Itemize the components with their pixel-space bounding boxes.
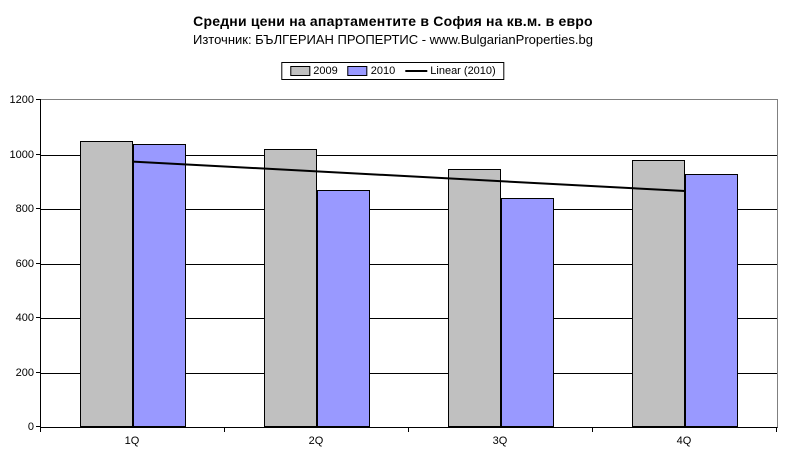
y-tick — [36, 263, 41, 264]
bar-2010-4Q — [685, 174, 738, 427]
x-tick — [40, 427, 41, 432]
legend-item-2009: 2009 — [290, 65, 338, 77]
legend-label: 2009 — [313, 65, 338, 77]
y-axis-label: 800 — [15, 203, 34, 215]
y-tick — [36, 372, 41, 373]
x-axis-label-3Q: 3Q — [492, 435, 508, 447]
bar-2010-3Q — [501, 198, 554, 427]
gridline — [41, 155, 777, 156]
bar-2009-4Q — [632, 160, 685, 427]
bar-2009-2Q — [264, 149, 317, 427]
legend-swatch-icon — [347, 66, 368, 76]
legend: 2009 2010 Linear (2010) — [281, 62, 505, 80]
chart-subtitle: Източник: БЪЛГЕРИАН ПРОПЕРТИС - www.Bulg… — [193, 32, 593, 47]
x-tick — [592, 427, 593, 432]
legend-item-2010: 2010 — [347, 65, 396, 77]
y-axis-label: 600 — [15, 258, 34, 270]
bar-2010-2Q — [317, 190, 370, 427]
bar-2009-1Q — [80, 141, 133, 427]
gridline — [41, 318, 777, 319]
gridline — [41, 373, 777, 374]
trendline — [132, 160, 686, 193]
x-axis-label-4Q: 4Q — [676, 435, 692, 447]
x-tick — [776, 427, 777, 432]
y-tick — [36, 317, 41, 318]
gridline — [41, 209, 777, 210]
x-axis-label-2Q: 2Q — [308, 435, 324, 447]
y-tick — [36, 426, 41, 427]
x-tick — [224, 427, 225, 432]
bar-2010-1Q — [133, 144, 186, 427]
y-axis-label: 1200 — [9, 94, 34, 106]
legend-swatch-icon — [290, 66, 311, 76]
legend-item-trendline: Linear (2010) — [405, 65, 496, 77]
y-tick — [36, 154, 41, 155]
y-axis-label: 200 — [15, 367, 34, 379]
y-axis-label: 400 — [15, 312, 34, 324]
legend-label: 2010 — [370, 65, 396, 77]
legend-label: Linear (2010) — [430, 65, 496, 77]
plot-area — [40, 99, 778, 428]
x-axis-label-1Q: 1Q — [124, 435, 140, 447]
y-tick — [36, 99, 41, 100]
x-tick — [408, 427, 409, 432]
y-tick — [36, 208, 41, 209]
bar-2009-3Q — [448, 169, 501, 427]
y-axis-label: 1000 — [9, 149, 34, 161]
gridline — [41, 264, 777, 265]
y-axis-label: 0 — [27, 421, 34, 433]
legend-line-icon — [405, 70, 428, 72]
chart-title: Средни цени на апартаментите в София на … — [193, 13, 593, 29]
